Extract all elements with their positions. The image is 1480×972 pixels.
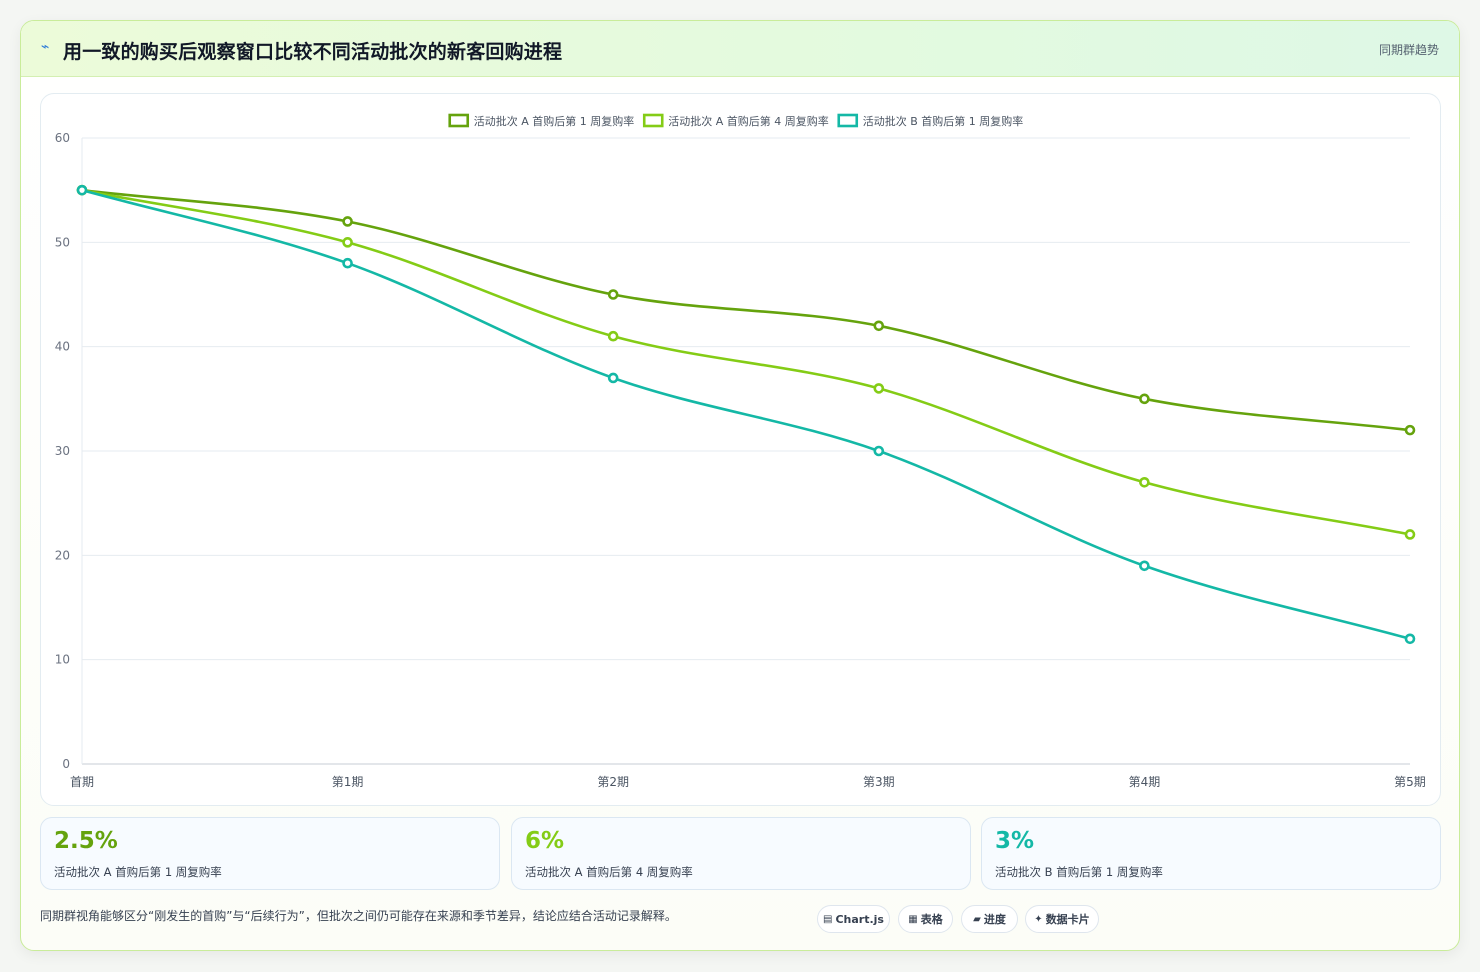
- card-header: ⌁ 用一致的购买后观察窗口比较不同活动批次的新客回购进程 同期群趋势: [21, 21, 1459, 77]
- data-point: [607, 372, 619, 384]
- x-tick-label: 第4期: [1129, 775, 1161, 789]
- pill-label: 进度: [983, 913, 1006, 926]
- progress-icon: ▰: [973, 913, 981, 925]
- legend-swatch: [642, 113, 664, 128]
- chart-card: ⌁ 用一致的购买后观察窗口比较不同活动批次的新客回购进程 同期群趋势 0 10 20…: [20, 20, 1460, 951]
- line-chart: 0 10 20 30 40 50 60 首期 第1期 第2期 第3期 第4期 第5期 活动批次 A 首购后…: [55, 113, 1426, 789]
- data-point: [1139, 476, 1150, 488]
- data-point: [342, 257, 353, 269]
- legend-label: 活动批次 A 首购后第 1 周复购率: [474, 114, 635, 128]
- stat-label: 活动批次 A 首购后第 1 周复购率: [54, 865, 222, 879]
- data-point: [1139, 393, 1150, 405]
- x-tick-label: 第3期: [863, 775, 895, 789]
- legend-swatch: [448, 113, 470, 128]
- page-title: 用一致的购买后观察窗口比较不同活动批次的新客回购进程: [63, 41, 563, 63]
- pill-progress[interactable]: ▰ 进度: [961, 905, 1018, 933]
- card-icon: ✦: [1034, 913, 1043, 925]
- data-point: [342, 216, 353, 227]
- y-tick-label: 0: [62, 757, 70, 771]
- stat-card-a-week4: 6% 活动批次 A 首购后第 4 周复购率: [511, 817, 971, 890]
- table-icon: ▦: [908, 913, 918, 925]
- pill-label: 表格: [920, 913, 943, 926]
- data-point: [873, 320, 885, 332]
- data-point: [1404, 529, 1416, 540]
- series-line-1: [81, 188, 1411, 432]
- y-tick-label: 60: [55, 131, 70, 145]
- y-tick-label: 40: [55, 340, 70, 354]
- series-line-2: [81, 188, 1411, 536]
- data-point: [342, 237, 353, 248]
- series-line-3: [81, 188, 1411, 641]
- stat-card-b-week1: 3% 活动批次 B 首购后第 1 周复购率: [981, 817, 1441, 890]
- data-point: [1404, 633, 1416, 645]
- data-point: [607, 289, 619, 300]
- cohort-trend-link[interactable]: 同期群趋势: [1378, 43, 1439, 57]
- footnote: 同期群视角能够区分“刚发生的首购”与“后续行为”，但批次之间仍可能存在来源和季节…: [40, 909, 677, 923]
- stat-label: 活动批次 A 首购后第 4 周复购率: [525, 865, 693, 879]
- chart-icon: ▤: [823, 913, 833, 925]
- y-tick-label: 20: [55, 548, 70, 562]
- data-point: [1139, 560, 1150, 572]
- pill-chartjs[interactable]: ▤ Chart.js: [817, 905, 890, 933]
- data-point: [873, 383, 885, 394]
- stat-value: 3%: [995, 828, 1035, 854]
- stat-card-a-week1: 2.5% 活动批次 A 首购后第 1 周复购率: [40, 817, 500, 890]
- data-point: [1404, 424, 1416, 436]
- legend-label: 活动批次 A 首购后第 4 周复购率: [668, 114, 829, 128]
- x-tick-label: 第5期: [1394, 775, 1426, 789]
- data-point: [873, 445, 885, 457]
- bolt-icon: ⌁: [41, 39, 50, 55]
- data-point: [607, 330, 619, 342]
- pill-label: Chart.js: [835, 912, 884, 926]
- pill-data-card[interactable]: ✦ 数据卡片: [1025, 905, 1099, 933]
- x-tick-label: 第1期: [332, 775, 364, 789]
- stat-value: 2.5%: [54, 828, 118, 854]
- x-tick-label: 首期: [70, 775, 94, 789]
- stat-label: 活动批次 B 首购后第 1 周复购率: [995, 865, 1163, 879]
- chart-panel: 0 10 20 30 40 50 60 首期 第1期 第2期 第3期 第4期 第5期 活动批次 A 首购后…: [40, 93, 1441, 806]
- legend-label: 活动批次 B 首购后第 1 周复购率: [863, 114, 1024, 128]
- pill-label: 数据卡片: [1045, 913, 1090, 926]
- y-tick-label: 50: [55, 235, 70, 249]
- legend-swatch: [837, 113, 859, 128]
- y-tick-label: 10: [55, 653, 70, 667]
- data-point: [76, 184, 88, 196]
- y-tick-label: 30: [55, 444, 70, 458]
- stat-value: 6%: [525, 828, 565, 854]
- pill-table[interactable]: ▦ 表格: [898, 905, 953, 933]
- x-tick-label: 第2期: [597, 775, 629, 789]
